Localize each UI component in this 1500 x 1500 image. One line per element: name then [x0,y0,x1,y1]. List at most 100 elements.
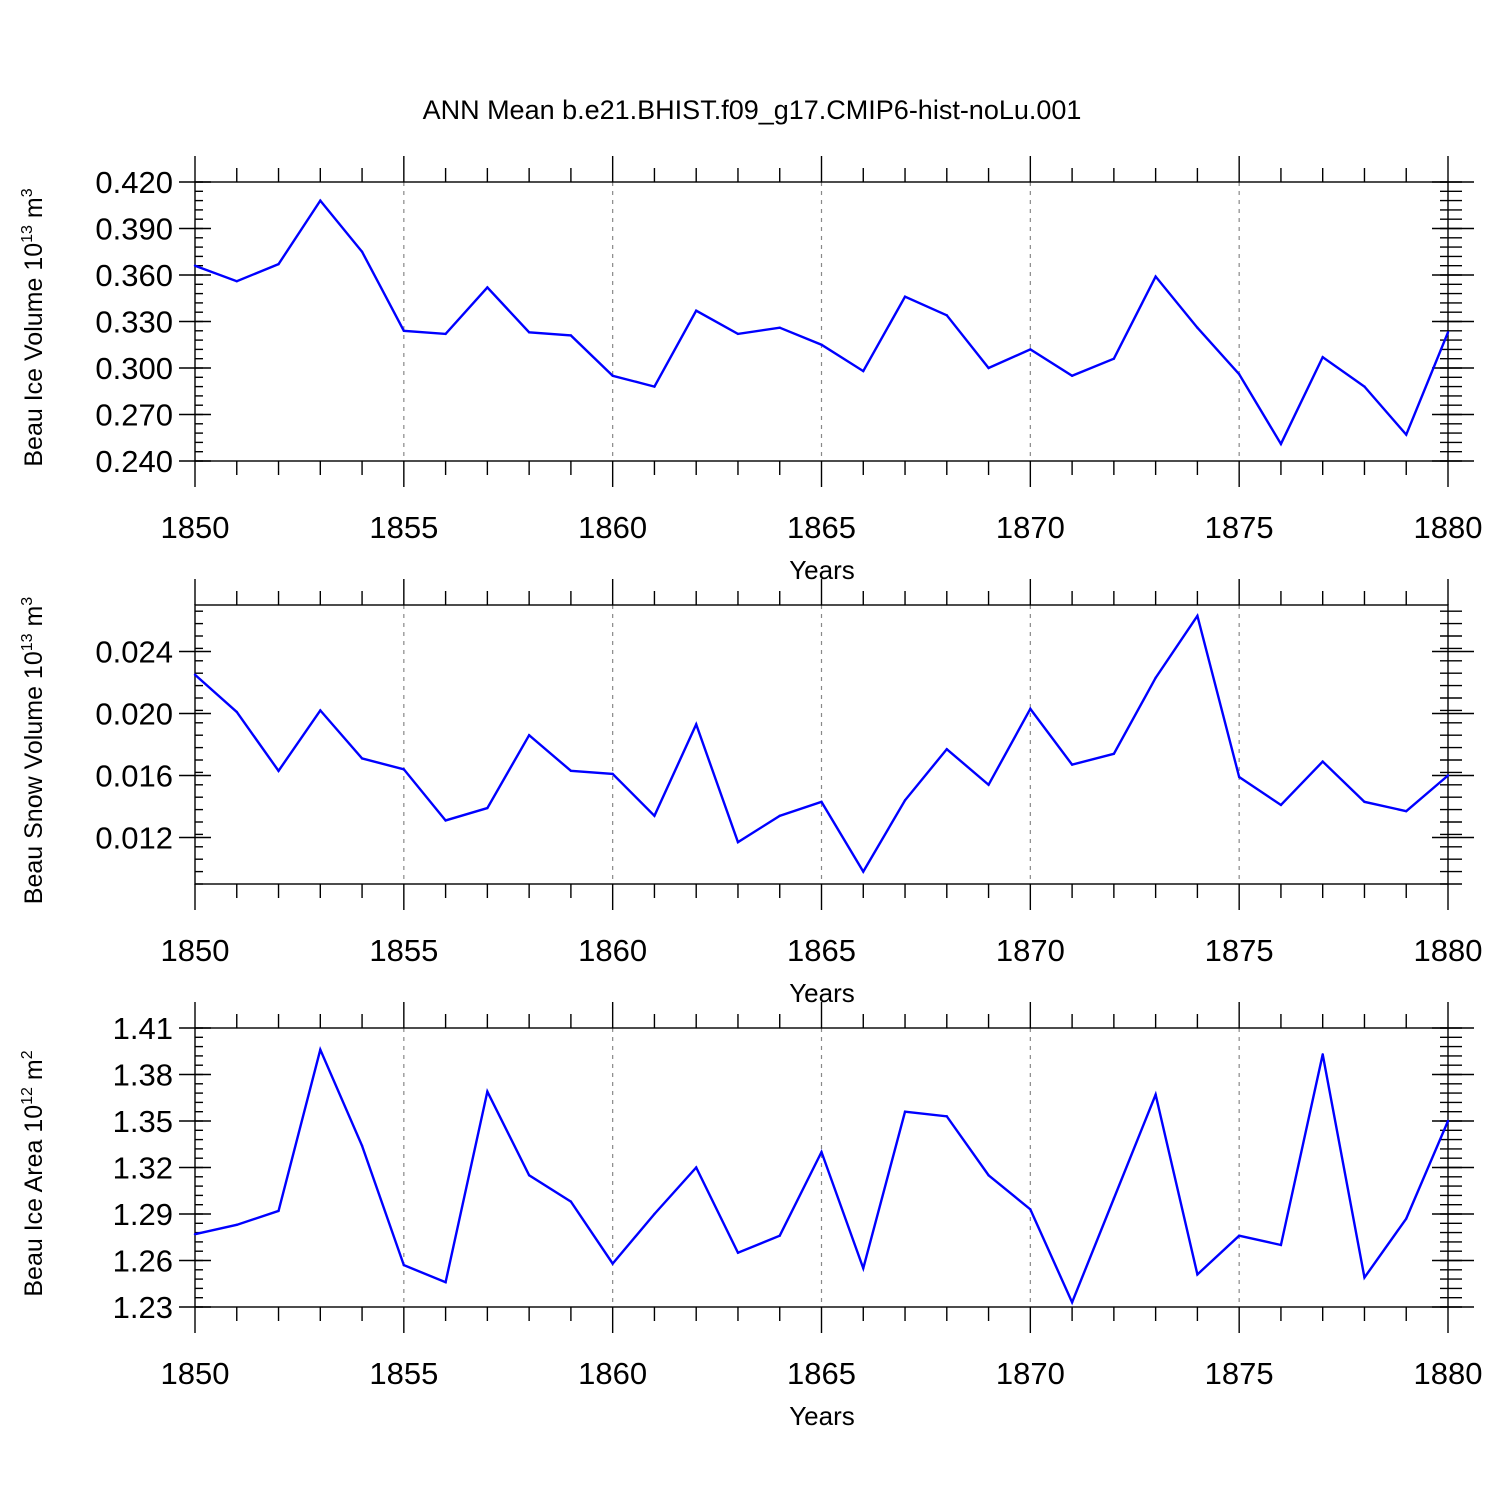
data-point [1405,433,1408,436]
data-point [1070,374,1074,377]
data-point [277,1209,280,1213]
data-point [235,710,238,714]
data-point [820,1150,823,1154]
data-point [778,814,781,817]
x-tick-label: 1870 [996,1356,1065,1391]
data-point [1237,1234,1241,1237]
data-point [444,1281,447,1284]
y-axis-title: Beau Ice Area 1012 m2 [19,1050,48,1296]
data-point [1154,676,1157,680]
data-point [319,199,322,202]
data-point [820,800,823,804]
plot-frame [194,604,1449,885]
data-point [1112,1197,1116,1200]
data-point [862,369,865,373]
y-tick-label: 1.38 [113,1058,173,1093]
data-point [736,1251,740,1254]
y-tick-label: 1.35 [113,1104,173,1139]
data-point [1279,442,1283,446]
data-point [1070,1301,1074,1304]
data-point [319,709,322,712]
data-point [486,286,489,289]
y-tick-label: 1.29 [113,1197,173,1232]
data-point [695,309,698,312]
data-point [277,262,280,266]
y-tick-label: 0.270 [95,398,173,433]
data-point [1029,348,1032,351]
x-tick-label: 1865 [787,510,856,545]
y-tick-label: 0.390 [95,212,173,247]
data-point [1363,1276,1366,1279]
x-tick-label: 1865 [787,1356,856,1391]
data-point [1405,809,1408,813]
y-axis-title-unit: m [20,1059,48,1087]
y-tick-label: 0.016 [95,759,173,794]
data-point [987,366,990,370]
data-point [1196,1273,1199,1276]
y-axis-title-unit: m [20,606,48,634]
data-point [235,1223,238,1227]
data-point [736,332,740,336]
data-point [527,331,531,334]
data-point [1446,1119,1450,1123]
data-point [402,1263,406,1267]
data-point [277,769,280,773]
y-tick-label: 0.240 [95,444,173,479]
data-point [486,1090,489,1093]
y-axis-title: Beau Snow Volume 1013 m3 [19,597,48,905]
plot-frame [194,1027,1449,1308]
data-point [402,768,406,771]
data-point [653,385,656,388]
y-axis-title-unit-exp: 3 [19,188,36,197]
x-tick-label: 1875 [1205,1356,1274,1391]
y-axis-title-main: Beau Ice Volume 10 [20,243,48,467]
y-axis-title: Beau Ice Volume 1013 m3 [19,188,48,466]
x-tick-label: 1850 [161,933,230,968]
data-point [903,1110,907,1113]
data-point [820,343,823,346]
data-point [903,799,907,802]
data-point [1112,357,1116,360]
y-tick-label: 1.32 [113,1151,173,1186]
data-point [1237,775,1241,779]
data-point [569,769,573,773]
data-point [1446,331,1450,334]
y-tick-label: 0.330 [95,305,173,340]
data-point [695,1166,698,1169]
panel-ice-area: 1.23 1.26 1.29 1.32 1.35 1.38 1.41 1850 1855 1860… [19,1002,1482,1431]
data-point [360,250,364,253]
data-point [653,1212,656,1216]
data-point [1112,752,1116,755]
x-tick-label: 1855 [369,510,438,545]
x-tick-label: 1850 [161,510,230,545]
y-tick-label: 0.420 [95,165,173,200]
data-point [1279,1243,1283,1247]
data-point [1070,763,1074,766]
y-axis-title-exp: 13 [19,225,36,243]
data-point [360,1144,364,1148]
x-axis-title: Years [789,1401,855,1431]
x-tick-label: 1865 [787,933,856,968]
data-point [1196,614,1199,618]
y-tick-label: 1.41 [113,1011,173,1046]
data-point [987,783,990,786]
data-point [527,1174,531,1177]
data-point [1321,1053,1324,1056]
data-point [1321,760,1324,763]
x-tick-label: 1850 [161,1356,230,1391]
data-point [193,673,197,676]
data-point [569,1200,573,1203]
data-point [611,1262,614,1265]
y-axis-title-main: Beau Snow Volume 10 [20,651,48,904]
x-tick-label: 1860 [578,1356,647,1391]
data-point [1196,326,1199,329]
data-point [1363,385,1366,388]
y-tick-label: 1.23 [113,1290,173,1325]
data-point [1321,355,1324,359]
data-point [653,814,656,817]
data-point [1154,275,1157,278]
data-point [945,747,948,751]
data-point [945,1115,948,1118]
x-tick-label: 1870 [996,510,1065,545]
data-point [611,374,614,377]
